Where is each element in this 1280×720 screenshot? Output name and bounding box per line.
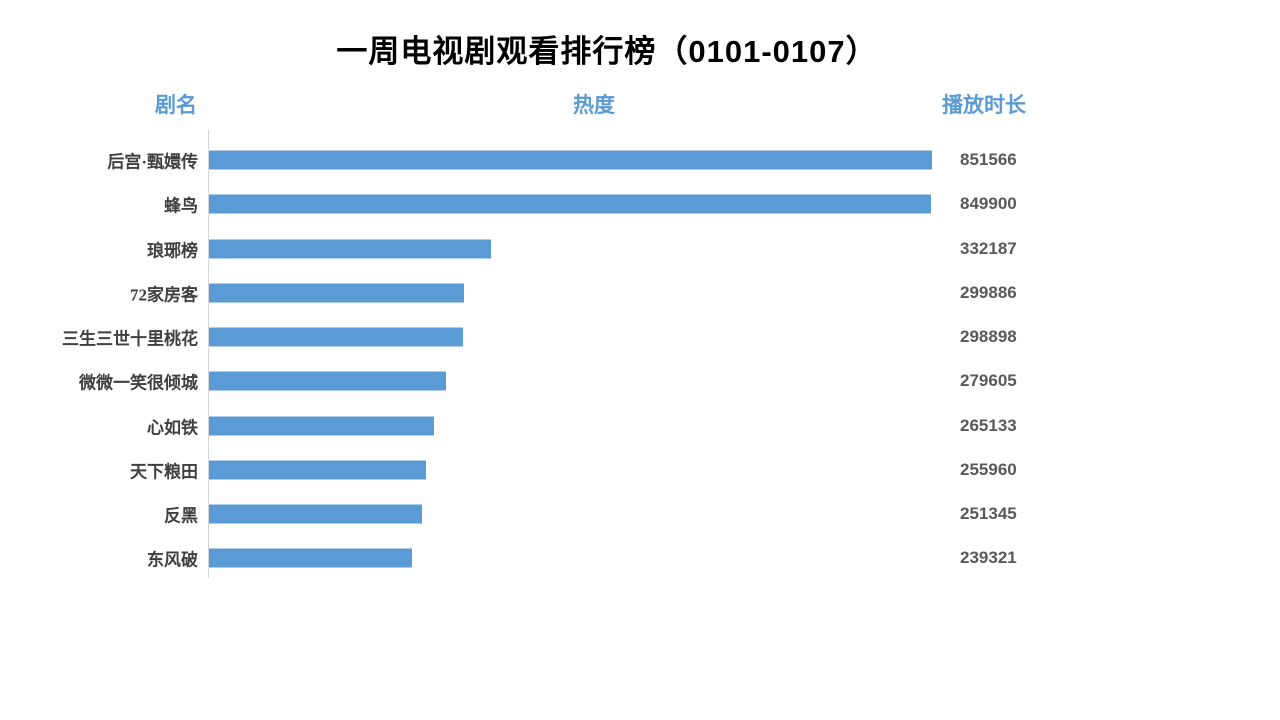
- category-label: 蜂鸟: [164, 196, 198, 216]
- category-label: 三生三世十里桃花: [62, 329, 198, 349]
- category-label: 后宫·甄嬛传: [107, 152, 198, 172]
- bar: [209, 327, 463, 347]
- chart-row: 东风破 239321: [0, 536, 1280, 580]
- chart-row: 后宫·甄嬛传 851566: [0, 138, 1280, 182]
- value-label: 251345: [960, 504, 1017, 524]
- value-label: 239321: [960, 548, 1017, 568]
- chart-row: 三生三世十里桃花 298898: [0, 315, 1280, 359]
- bar: [209, 416, 435, 436]
- category-label: 琅琊榜: [147, 241, 198, 261]
- bar: [209, 504, 423, 524]
- chart-row: 蜂鸟 849900: [0, 182, 1280, 226]
- chart-row: 72家房客 299886: [0, 271, 1280, 315]
- value-label: 851566: [960, 150, 1017, 170]
- value-label: 332187: [960, 238, 1017, 258]
- category-label: 天下粮田: [130, 462, 198, 482]
- value-label: 265133: [960, 415, 1017, 435]
- value-label: 279605: [960, 371, 1017, 391]
- bar: [209, 239, 491, 259]
- chart-row: 微微一笑很倾城 279605: [0, 359, 1280, 403]
- column-header-name: 剧名: [155, 94, 197, 117]
- bar: [209, 194, 931, 214]
- chart-row: 反黑 251345: [0, 492, 1280, 536]
- category-label: 反黑: [164, 506, 198, 526]
- chart-row: 琅琊榜 332187: [0, 227, 1280, 271]
- chart-row: 天下粮田 255960: [0, 448, 1280, 492]
- bar: [209, 460, 427, 480]
- bar: [209, 371, 447, 391]
- chart-title: 一周电视剧观看排行榜（0101-0107）: [336, 34, 878, 69]
- value-label: 849900: [960, 194, 1017, 214]
- category-label: 心如铁: [147, 418, 198, 438]
- category-label: 72家房客: [130, 285, 198, 305]
- category-label: 微微一笑很倾城: [79, 373, 198, 393]
- value-label: 255960: [960, 459, 1017, 479]
- plot-area: 后宫·甄嬛传 851566 蜂鸟 849900 琅琊榜 332187 72家房客…: [0, 130, 1280, 580]
- bar: [209, 283, 464, 303]
- chart-row: 心如铁 265133: [0, 404, 1280, 448]
- column-header-duration: 播放时长: [942, 94, 1026, 117]
- y-axis-line: [208, 130, 209, 578]
- column-header-heat: 热度: [573, 94, 615, 117]
- value-label: 299886: [960, 282, 1017, 302]
- bar: [209, 150, 932, 170]
- bar: [209, 548, 413, 568]
- value-label: 298898: [960, 327, 1017, 347]
- chart-rows: 后宫·甄嬛传 851566 蜂鸟 849900 琅琊榜 332187 72家房客…: [0, 138, 1280, 581]
- category-label: 东风破: [147, 550, 198, 570]
